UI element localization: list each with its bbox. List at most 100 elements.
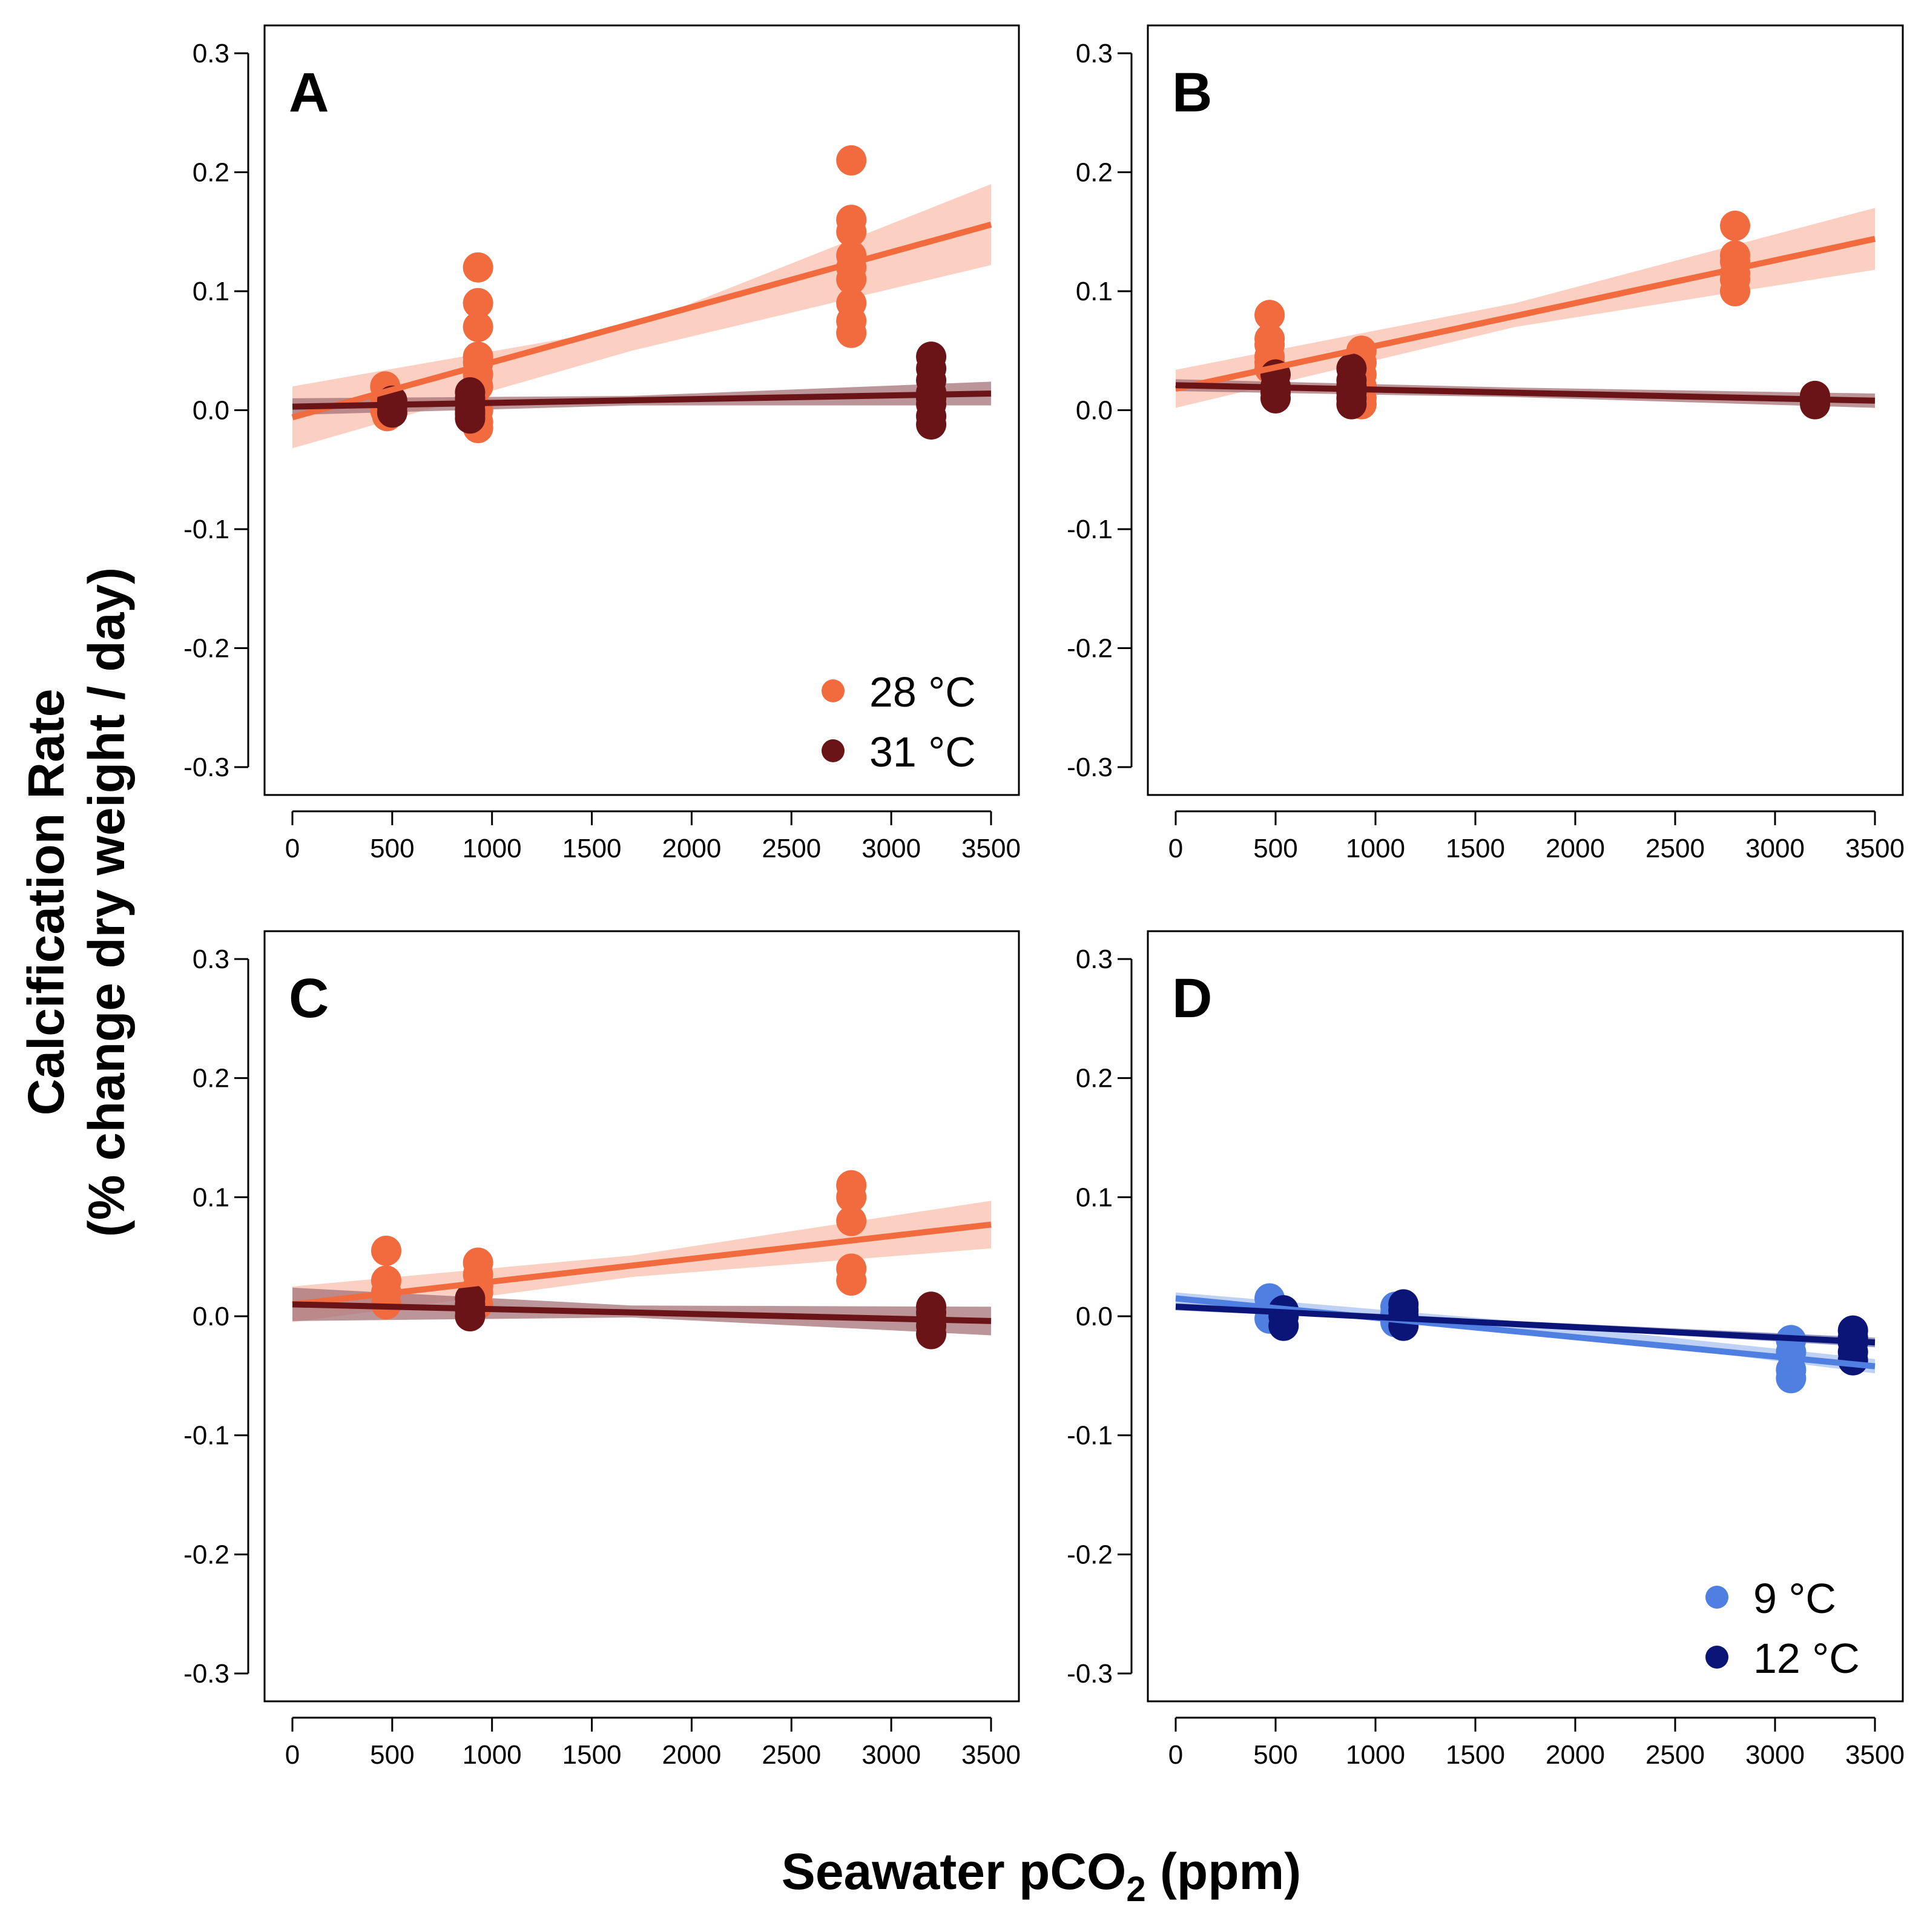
y-tick-label: -0.2 [183, 634, 229, 664]
data-point [916, 409, 947, 440]
y-tick-label: 0.0 [1076, 396, 1113, 426]
fit-line [1175, 1304, 1876, 1346]
y-tick-label: -0.1 [1067, 515, 1113, 544]
y-tick-label: -0.1 [1067, 1421, 1113, 1451]
panel-label: C [289, 968, 329, 1029]
y-tick-label: 0.2 [193, 1064, 229, 1093]
x-tick-label: 500 [1253, 1740, 1297, 1770]
legend-swatch [822, 739, 845, 762]
data-point [1800, 389, 1830, 420]
y-tick-label: -0.2 [1067, 634, 1113, 664]
data-point [463, 252, 493, 283]
fit-line [1174, 236, 1876, 392]
panel-a: 0 500 1000 1500 2000 2500 3000 3500 -0.3 -0.2 -0.1… [183, 24, 1021, 863]
y-tick-label: -0.3 [1067, 1659, 1113, 1689]
y-axis-title-line2: (% change dry weight / day) [78, 567, 135, 1237]
x-tick-label: 1500 [1446, 1740, 1505, 1770]
fit-line [292, 1221, 992, 1308]
x-tick-label: 500 [1253, 834, 1297, 863]
data-point [836, 317, 867, 348]
y-tick-label: -0.3 [1067, 753, 1113, 782]
x-tick-label: 1000 [463, 1740, 522, 1770]
plot-frame-a [263, 24, 1020, 796]
data-point [1260, 383, 1291, 414]
x-tick-label: 3000 [1745, 834, 1805, 863]
x-tick-label: 3000 [861, 834, 921, 863]
y-tick-label: 0.1 [1076, 277, 1113, 306]
x-tick-label: 3500 [1845, 1740, 1905, 1770]
x-tick-label: 2000 [662, 834, 721, 863]
fit-line [292, 390, 992, 410]
x-tick-label: 1000 [1346, 1740, 1405, 1770]
legend-label: 12 °C [1753, 1635, 1860, 1682]
x-tick-label: 2000 [1546, 834, 1605, 863]
y-tick-label: 0.2 [193, 158, 229, 188]
data-point [463, 311, 493, 342]
y-tick-label: -0.3 [183, 1659, 229, 1689]
x-axis-title-tail: (ppm) [1146, 1843, 1302, 1900]
panel-label: B [1172, 62, 1212, 124]
x-tick-label: 3000 [861, 1740, 921, 1770]
x-tick-label: 2500 [762, 1740, 821, 1770]
x-axis-title-subscript: 2 [1126, 1870, 1145, 1909]
fit-line [1175, 382, 1876, 404]
data-point [1720, 210, 1750, 241]
y-tick-label: 0.3 [1076, 39, 1113, 68]
data-point [1268, 1310, 1299, 1341]
data-point [455, 403, 486, 434]
plot-frame-b [1147, 24, 1904, 796]
y-tick-label: 0.3 [193, 945, 229, 974]
y-tick-label: 0.3 [193, 39, 229, 68]
fit-line [291, 222, 992, 421]
data-point [836, 145, 867, 176]
data-point [836, 216, 867, 247]
x-tick-label: 500 [370, 1740, 414, 1770]
x-axis-title-main: Seawater pCO [782, 1843, 1127, 1900]
data-point [1254, 300, 1285, 331]
x-tick-label: 2500 [762, 834, 821, 863]
legend-label: 9 °C [1753, 1575, 1836, 1622]
x-tick-label: 1500 [1446, 834, 1505, 863]
y-tick-label: -0.2 [1067, 1540, 1113, 1569]
y-tick-label: -0.1 [183, 1421, 229, 1451]
y-tick-label: 0.1 [193, 277, 229, 306]
x-tick-label: 0 [1168, 1740, 1183, 1770]
data-point [836, 1182, 867, 1213]
x-tick-label: 0 [285, 1740, 300, 1770]
y-tick-label: 0.2 [1076, 158, 1113, 188]
x-tick-label: 2500 [1645, 834, 1705, 863]
panel-c: 0 500 1000 1500 2000 2500 3000 3500 -0.3 -0.2 -0.1… [183, 930, 1021, 1770]
x-tick-label: 2500 [1645, 1740, 1705, 1770]
legend-swatch [1705, 1646, 1728, 1669]
panel-label: A [289, 62, 329, 124]
y-tick-label: -0.2 [183, 1540, 229, 1569]
x-tick-label: 1500 [562, 1740, 622, 1770]
data-point [1776, 1363, 1807, 1394]
data-point [463, 288, 493, 318]
data-point [1720, 276, 1750, 306]
x-tick-label: 3500 [961, 834, 1021, 863]
x-tick-label: 2000 [1546, 1740, 1605, 1770]
data-point [836, 264, 867, 295]
panel-label: D [1172, 968, 1212, 1029]
x-tick-label: 3500 [961, 1740, 1021, 1770]
data-point [916, 1319, 947, 1350]
y-tick-label: 0.1 [193, 1182, 229, 1212]
y-tick-label: -0.1 [183, 515, 229, 544]
data-point [1336, 389, 1367, 420]
plot-frame-c [263, 930, 1020, 1703]
legend-swatch [1705, 1586, 1728, 1609]
y-tick-label: 0.3 [1076, 945, 1113, 974]
legend-label: 28 °C [869, 668, 976, 716]
x-tick-label: 2000 [662, 1740, 721, 1770]
y-tick-label: 0.0 [1076, 1302, 1113, 1331]
x-tick-label: 3500 [1845, 834, 1905, 863]
legend-label: 31 °C [869, 728, 976, 776]
y-tick-label: 0.1 [1076, 1182, 1113, 1212]
y-tick-label: 0.0 [193, 1302, 229, 1331]
fit-line [292, 1301, 992, 1324]
panels-group: 0 500 1000 1500 2000 2500 3000 3500 -0.3 -0.2 -0.1… [183, 24, 1905, 1770]
data-point [836, 1265, 867, 1296]
x-tick-label: 1000 [463, 834, 522, 863]
